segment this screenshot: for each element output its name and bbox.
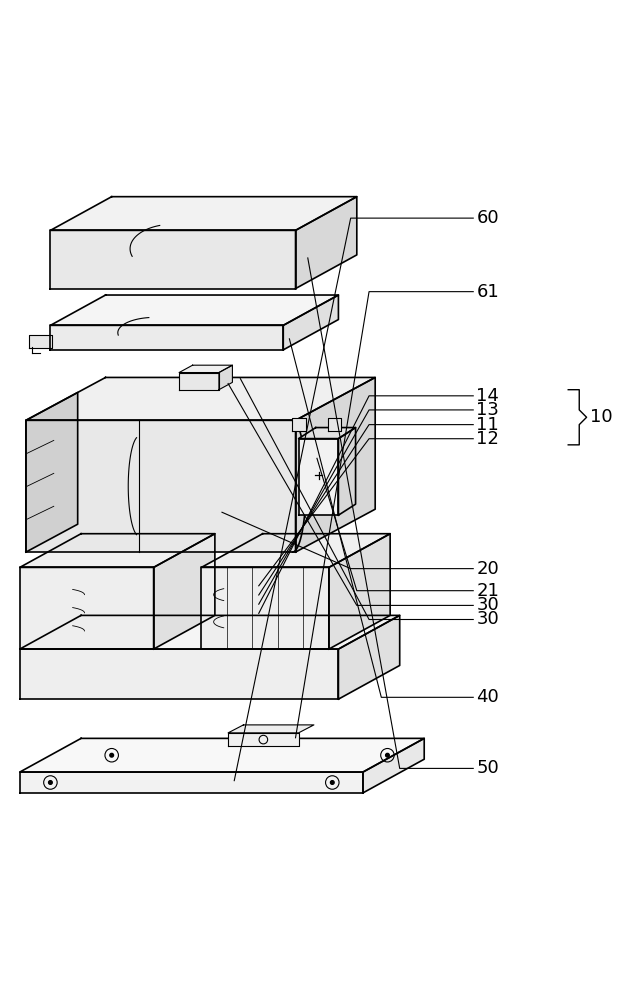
Text: 30: 30 xyxy=(476,610,499,628)
Polygon shape xyxy=(339,615,400,699)
Polygon shape xyxy=(26,420,295,552)
Polygon shape xyxy=(50,325,284,350)
Polygon shape xyxy=(363,738,424,793)
Polygon shape xyxy=(339,428,355,515)
Polygon shape xyxy=(295,197,357,289)
Text: 60: 60 xyxy=(476,209,499,227)
Polygon shape xyxy=(29,335,52,348)
Text: 61: 61 xyxy=(476,283,499,301)
Text: 12: 12 xyxy=(476,430,499,448)
Polygon shape xyxy=(20,615,400,649)
Polygon shape xyxy=(295,377,375,552)
Polygon shape xyxy=(179,365,232,373)
Polygon shape xyxy=(20,772,363,793)
Text: 10: 10 xyxy=(590,408,612,426)
Polygon shape xyxy=(201,534,390,567)
Polygon shape xyxy=(154,534,215,649)
Polygon shape xyxy=(26,392,77,552)
Polygon shape xyxy=(20,567,154,649)
Text: 14: 14 xyxy=(476,387,499,405)
Polygon shape xyxy=(327,418,341,431)
Polygon shape xyxy=(219,365,232,390)
Polygon shape xyxy=(292,418,306,431)
Text: 40: 40 xyxy=(476,688,499,706)
Polygon shape xyxy=(284,295,339,350)
Circle shape xyxy=(331,781,334,784)
Polygon shape xyxy=(228,733,298,746)
Text: 20: 20 xyxy=(476,560,499,578)
Polygon shape xyxy=(20,738,424,772)
Text: 11: 11 xyxy=(476,416,499,434)
Polygon shape xyxy=(20,534,215,567)
Polygon shape xyxy=(329,534,390,649)
Polygon shape xyxy=(201,567,329,649)
Polygon shape xyxy=(179,373,219,390)
Polygon shape xyxy=(298,439,339,515)
Polygon shape xyxy=(50,295,339,325)
Polygon shape xyxy=(26,377,375,420)
Polygon shape xyxy=(298,428,355,439)
Polygon shape xyxy=(228,725,314,733)
Text: 13: 13 xyxy=(476,401,499,419)
Text: 50: 50 xyxy=(476,759,499,777)
Circle shape xyxy=(110,753,113,757)
Polygon shape xyxy=(50,197,357,230)
Polygon shape xyxy=(20,649,339,699)
Circle shape xyxy=(48,781,52,784)
Text: 21: 21 xyxy=(476,582,499,600)
Polygon shape xyxy=(50,230,295,289)
Text: 30: 30 xyxy=(476,596,499,614)
Circle shape xyxy=(386,753,389,757)
